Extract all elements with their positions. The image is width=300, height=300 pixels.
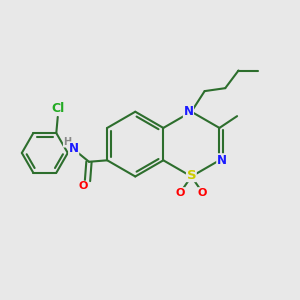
- Text: O: O: [198, 188, 207, 198]
- Text: S: S: [187, 169, 196, 182]
- Text: O: O: [176, 188, 185, 198]
- Text: H: H: [63, 137, 71, 147]
- Text: Cl: Cl: [51, 102, 64, 116]
- Text: N: N: [69, 142, 79, 155]
- Text: O: O: [78, 181, 88, 191]
- Text: N: N: [217, 154, 227, 167]
- Text: N: N: [183, 105, 194, 118]
